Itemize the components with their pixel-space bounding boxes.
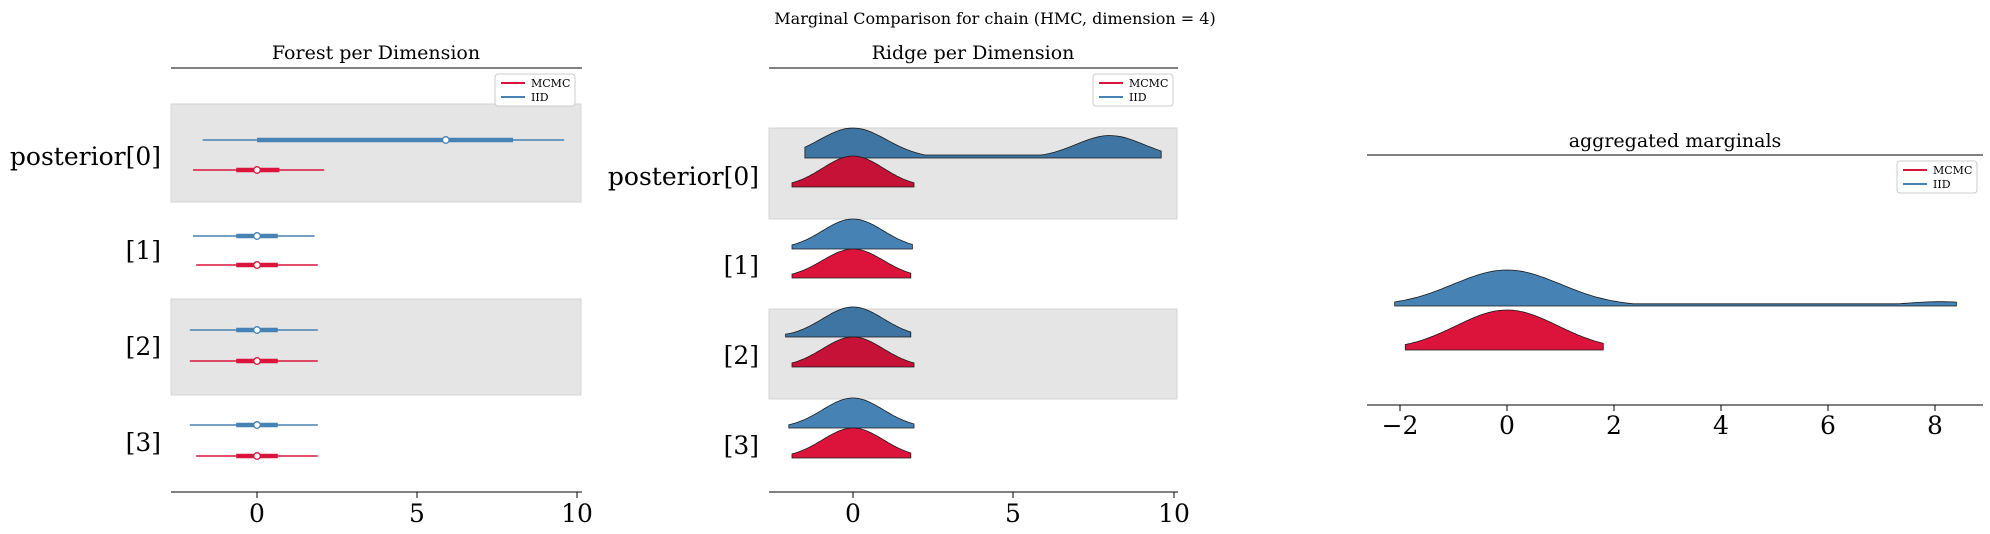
forest-xtick-2: 10 <box>561 492 593 528</box>
aggregated-iid-density <box>1394 269 1957 307</box>
forest-mcmc-median-1 <box>253 261 261 269</box>
ridge-mcmc-density-1 <box>791 248 912 279</box>
forest-legend: MCMC IID <box>494 73 576 107</box>
forest-xtick-1: 5 <box>409 492 425 528</box>
aggregated-legend: MCMC IID <box>1896 160 1978 194</box>
aggregated-xtick-label-3: 4 <box>1713 411 1729 440</box>
forest-iid-median-0 <box>441 136 450 144</box>
figure-suptitle: Marginal Comparison for chain (HMC, dime… <box>774 9 1215 28</box>
forest-row-band-2 <box>170 298 582 396</box>
ridge-ylabel-1: [1] <box>724 251 759 280</box>
aggregated-marks <box>1394 269 1957 351</box>
aggregated-xtick-label-4: 6 <box>1820 411 1836 440</box>
forest-xtick-0: 0 <box>249 492 265 528</box>
aggregated-xtick-label-0: −2 <box>1382 411 1419 440</box>
forest-title: Forest per Dimension <box>272 42 480 64</box>
ridge-iid-density-2 <box>785 306 912 338</box>
aggregated-xtick-3: 4 <box>1713 405 1729 440</box>
forest-mcmc-median-2 <box>253 357 261 365</box>
ridge-xtick-label-2: 10 <box>1158 499 1190 528</box>
ridge-iid-density-3 <box>788 397 915 429</box>
aggregated-xtick-label-5: 8 <box>1927 411 1943 440</box>
aggregated-legend-mcmc-label: MCMC <box>1933 164 1972 177</box>
aggregated-xtick-4: 6 <box>1820 405 1836 440</box>
aggregated-title: aggregated marginals <box>1569 130 1782 152</box>
ridge-ylabel-2: [2] <box>724 341 759 370</box>
ridge-legend-iid-label: IID <box>1129 91 1147 104</box>
aggregated-xtick-label-2: 2 <box>1606 411 1622 440</box>
ridge-xtick-1: 5 <box>1005 492 1021 528</box>
ridge-ylabel-0: posterior[0] <box>608 162 759 191</box>
ridge-xtick-label-0: 0 <box>845 499 861 528</box>
aggregated-mcmc-density <box>1404 309 1604 351</box>
ridge-mcmc-density-2 <box>791 336 915 368</box>
ridge-legend-mcmc-label: MCMC <box>1129 77 1168 90</box>
forest-xtick-label-2: 10 <box>561 499 593 528</box>
ridge-iid-density-0 <box>804 127 1162 159</box>
ridge-title: Ridge per Dimension <box>872 42 1075 64</box>
forest-xtick-label-0: 0 <box>249 499 265 528</box>
forest-row-band-0 <box>170 103 582 203</box>
aggregated-legend-iid-label: IID <box>1933 178 1951 191</box>
ridge-legend: MCMC IID <box>1092 73 1174 107</box>
aggregated-xtick-5: 8 <box>1927 405 1943 440</box>
forest-iid-median-1 <box>253 232 261 240</box>
aggregated-xtick-0: −2 <box>1382 405 1419 440</box>
ridge-iid-density-1 <box>791 218 913 250</box>
ridge-xtick-0: 0 <box>845 492 861 528</box>
ridge-ylabel-3: [3] <box>724 431 759 460</box>
forest-panel: Forest per Dimension posterior[0] [1] [2… <box>10 42 593 528</box>
forest-xtick-label-1: 5 <box>409 499 425 528</box>
forest-iid-median-3 <box>253 421 261 429</box>
ridge-xtick-label-1: 5 <box>1005 499 1021 528</box>
forest-mcmc-median-3 <box>253 452 261 460</box>
aggregated-xtick-label-1: 0 <box>1499 411 1515 440</box>
aggregated-panel: aggregated marginals −2 0 2 4 6 8 <box>1367 130 1983 440</box>
ridge-panel: Ridge per Dimension posterior[0] [1] [2]… <box>608 42 1190 528</box>
forest-ylabel-2: [2] <box>126 332 161 361</box>
ridge-mcmc-density-3 <box>791 427 912 459</box>
forest-legend-mcmc-label: MCMC <box>531 77 570 90</box>
forest-legend-iid-label: IID <box>531 91 549 104</box>
forest-marks <box>189 136 565 460</box>
forest-ylabel-1: [1] <box>126 236 161 265</box>
ridge-xtick-2: 10 <box>1158 492 1190 528</box>
forest-ylabel-3: [3] <box>126 428 161 457</box>
forest-iid-median-2 <box>253 326 261 334</box>
aggregated-xtick-2: 2 <box>1606 405 1622 440</box>
forest-ylabel-0: posterior[0] <box>10 142 161 171</box>
ridge-mcmc-density-0 <box>791 155 915 188</box>
ridge-marks <box>785 127 1162 459</box>
forest-mcmc-median-0 <box>253 166 261 174</box>
aggregated-xtick-1: 0 <box>1499 405 1515 440</box>
